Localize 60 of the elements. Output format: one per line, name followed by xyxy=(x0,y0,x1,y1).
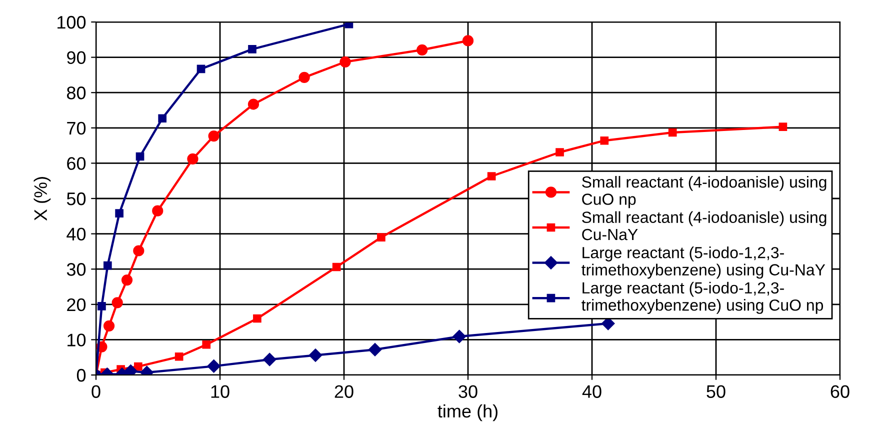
point xyxy=(778,122,788,132)
y-tick-label: 100 xyxy=(58,16,86,29)
y-tick-label: 30 xyxy=(66,263,86,276)
point xyxy=(187,153,198,165)
y-tick-label: 0 xyxy=(76,368,86,382)
point xyxy=(248,45,256,54)
point xyxy=(340,56,351,68)
y-tick-label: 50 xyxy=(66,192,86,206)
point xyxy=(152,205,164,216)
point xyxy=(368,342,382,356)
point xyxy=(136,152,144,161)
point xyxy=(416,44,428,56)
point xyxy=(121,274,133,286)
point xyxy=(298,72,310,83)
point xyxy=(133,245,144,256)
x-tick-label: 20 xyxy=(334,385,354,398)
y-tick-label: 60 xyxy=(67,157,86,170)
point xyxy=(344,22,354,28)
point xyxy=(377,233,386,242)
point xyxy=(98,302,106,310)
point xyxy=(207,360,220,373)
y-tick-label: 40 xyxy=(66,228,86,241)
point xyxy=(668,128,677,137)
y-tick-label: 20 xyxy=(67,298,86,312)
point xyxy=(556,148,564,156)
legend-label: Large reactant (5-iodo-1,2,3- trimethoxybenzene) using Cu-NaY xyxy=(582,246,826,279)
point xyxy=(600,136,609,145)
x-axis-title: time (h) xyxy=(438,404,498,422)
point xyxy=(112,297,123,308)
point xyxy=(487,172,496,180)
x-tick-label: 40 xyxy=(582,385,602,398)
point xyxy=(462,35,474,46)
point xyxy=(253,314,262,323)
legend-label: Large reactant (5-iodo-1,2,3- trimethoxybenzene) using CuO np xyxy=(582,282,824,314)
x-tick-label: 50 xyxy=(706,385,726,398)
point xyxy=(196,64,206,74)
point xyxy=(115,209,124,218)
point xyxy=(263,352,276,366)
x-tick-label: 10 xyxy=(211,385,230,398)
point xyxy=(452,330,466,344)
x-tick-label: 0 xyxy=(92,385,100,398)
point xyxy=(103,320,115,332)
y-tick-label: 10 xyxy=(68,334,86,346)
point xyxy=(248,98,260,110)
y-tick-label: 80 xyxy=(66,86,86,100)
y-axis-title: X (%) xyxy=(34,177,51,221)
point xyxy=(202,340,211,349)
x-tick-label: 30 xyxy=(458,385,478,398)
point xyxy=(134,362,142,371)
point xyxy=(103,261,112,270)
y-tick-label: 70 xyxy=(67,122,86,135)
legend-label: Small reactant (4-iodoanisle) using Cu-NaY xyxy=(582,211,826,240)
legend-label: Small reactant (4-iodoanisle) using CuO np xyxy=(582,176,826,208)
x-tick-label: 60 xyxy=(830,385,850,398)
point xyxy=(332,262,341,272)
point xyxy=(308,348,322,362)
y-tick-label: 90 xyxy=(67,51,86,64)
point xyxy=(208,130,220,142)
point xyxy=(174,352,184,361)
point xyxy=(158,114,167,123)
